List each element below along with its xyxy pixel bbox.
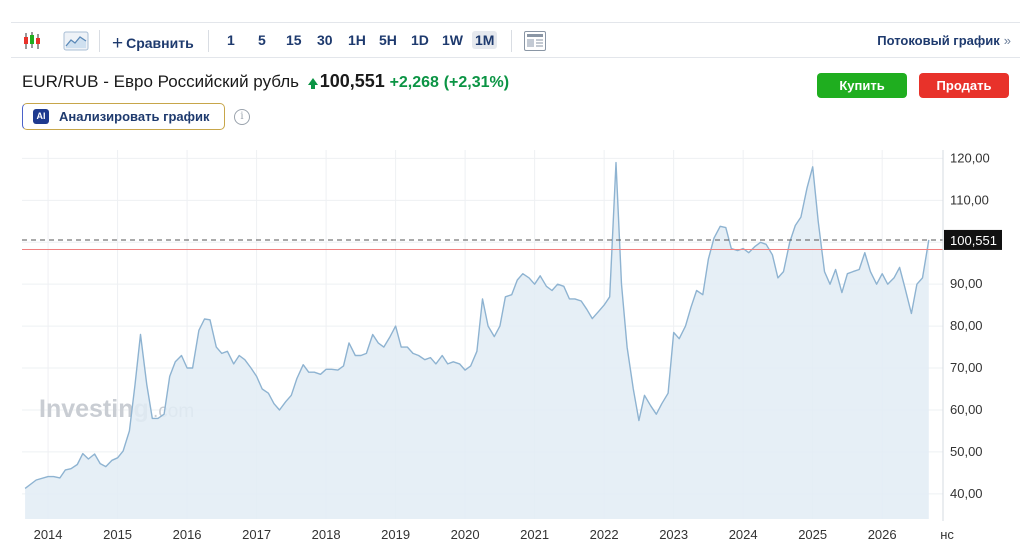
timeframe-1w[interactable]: 1W — [442, 32, 463, 48]
reference-lines — [22, 239, 943, 250]
timeframe-1[interactable]: 1 — [227, 32, 235, 48]
timeframe-1h[interactable]: 1H — [348, 32, 366, 48]
stream-chart-label: Потоковый график — [877, 33, 1000, 48]
x-tick-label: 2021 — [520, 527, 549, 542]
news-panel-icon[interactable] — [523, 30, 547, 52]
x-tick-label: 2017 — [242, 527, 271, 542]
compare-label: Сравнить — [126, 35, 194, 51]
x-tick-label: 2014 — [34, 527, 63, 542]
x-tick-label: 2016 — [173, 527, 202, 542]
series-group — [24, 161, 930, 519]
timeframe-5h[interactable]: 5H — [379, 32, 397, 48]
toolbar-divider — [99, 30, 100, 52]
x-tick-label: 2015 — [103, 527, 132, 542]
x-tick-label: 2022 — [590, 527, 619, 542]
current-price: 100,551 — [319, 71, 385, 91]
plus-icon: + — [112, 33, 124, 54]
y-tick-label: 110,00 — [950, 192, 989, 207]
x-tick-label: 2024 — [729, 527, 758, 542]
series-area — [25, 162, 929, 519]
stream-chart-link[interactable]: Потоковый график» — [877, 33, 1011, 48]
y-tick-label: 120,00 — [950, 150, 990, 165]
price-change-percent: (+2,31%) — [443, 74, 510, 91]
price-tag-label: 100,551 — [950, 233, 997, 248]
y-axis: 40,0050,0060,0070,0080,0090,00100,00110,… — [950, 150, 990, 500]
x-tick-label: 2023 — [659, 527, 688, 542]
analyze-chart-label: Анализировать график — [59, 109, 210, 124]
y-tick-label: 90,00 — [950, 276, 983, 291]
series-line — [24, 161, 930, 489]
x-tick-label: 2018 — [312, 527, 341, 542]
double-chevron-right-icon: » — [1003, 33, 1011, 48]
timeframe-5[interactable]: 5 — [258, 32, 266, 48]
instrument-name: EUR/RUB - Евро Российский рубль — [22, 72, 300, 91]
x-tick-label: нс — [940, 527, 954, 542]
price-tag — [944, 229, 1002, 250]
y-tick-label: 60,00 — [950, 402, 983, 417]
y-tick-label: 50,00 — [950, 444, 983, 459]
price-tag-group: 100,551 — [944, 229, 1002, 250]
y-tick-label: 80,00 — [950, 318, 983, 333]
y-tick-label: 40,00 — [950, 486, 983, 501]
candlestick-icon[interactable] — [21, 30, 45, 52]
ai-icon: AI — [33, 109, 49, 124]
price-change: +2,268 — [389, 74, 439, 91]
timeframe-30[interactable]: 30 — [317, 32, 333, 48]
y-tick-label: 70,00 — [950, 360, 983, 375]
x-tick-label: 2020 — [451, 527, 480, 542]
up-arrow-icon — [307, 78, 318, 89]
chart-toolbar: + Сравнить 1 5 15 30 1H 5H 1D 1W 1M Поток… — [11, 22, 1020, 58]
sell-button[interactable]: Продать — [919, 73, 1009, 98]
area-chart-icon[interactable] — [63, 30, 89, 52]
x-tick-label: 2025 — [798, 527, 827, 542]
instrument-header: EUR/RUB - Евро Российский рубль 100,551 … — [22, 71, 509, 92]
timeframe-1d[interactable]: 1D — [411, 32, 429, 48]
timeframe-1m[interactable]: 1M — [472, 31, 498, 49]
info-icon[interactable]: i — [234, 109, 250, 125]
x-axis: 2014 2015 2016 2017 2018 2019 2020 2021 2022 2023… — [34, 527, 955, 542]
analyze-chart-button[interactable]: AI Анализировать график — [22, 103, 225, 130]
buy-button[interactable]: Купить — [817, 73, 907, 98]
toolbar-divider — [208, 30, 209, 52]
timeframe-15[interactable]: 15 — [286, 32, 302, 48]
compare-button[interactable]: + Сравнить — [112, 32, 194, 54]
x-tick-label: 2019 — [381, 527, 410, 542]
x-tick-label: 2026 — [868, 527, 897, 542]
toolbar-divider — [511, 30, 512, 52]
